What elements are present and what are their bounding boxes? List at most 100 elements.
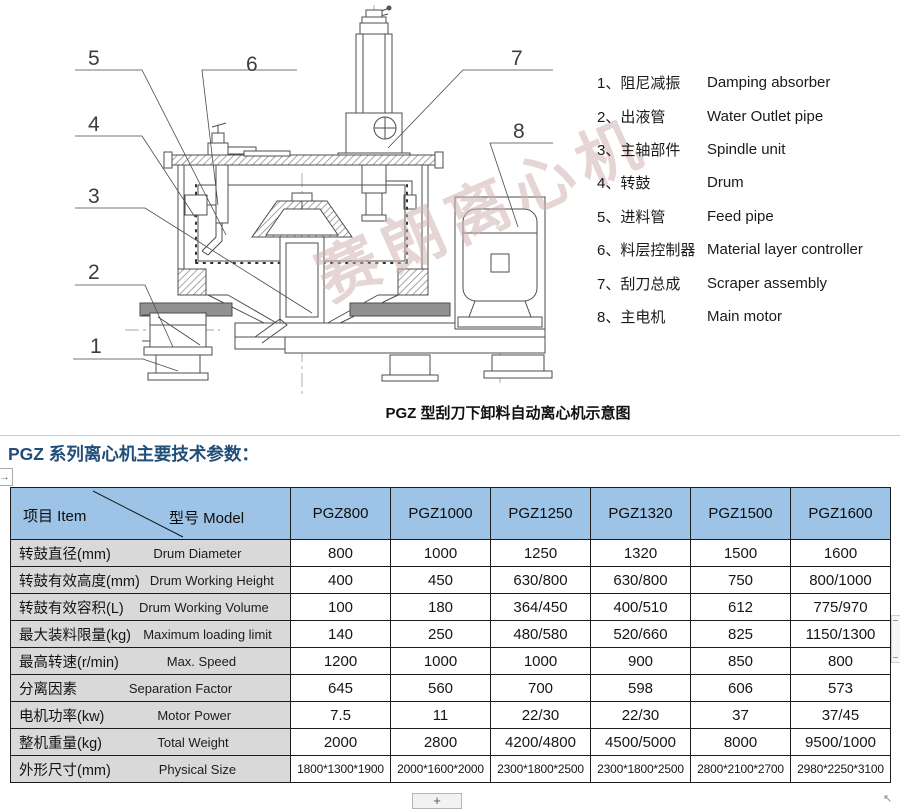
spec-cell: 775/970: [790, 593, 891, 621]
spec-cell: 2800*2100*2700: [690, 755, 791, 783]
spec-cell: 612: [690, 593, 791, 621]
legend-num: 6、: [597, 242, 621, 260]
spec-row-physical-size: 外形尺寸(mm) Physical Size 1800*1300*1900 200…: [10, 755, 891, 783]
spec-row-motor-power: 电机功率(kw) Motor Power 7.5 11 22/30 22/30 3…: [10, 701, 891, 729]
row-label: 整机重量(kg) Total Weight: [10, 728, 291, 756]
spec-cell: 900: [590, 647, 691, 675]
scrollbar-notch-top: [893, 620, 898, 621]
outer-casing: [177, 165, 429, 326]
legend-en: Drum: [707, 174, 744, 192]
legend-cn: 转鼓: [620, 175, 651, 193]
base-frame: [234, 318, 553, 382]
callout-8: 8: [513, 120, 525, 143]
spec-cell: 520/660: [590, 620, 691, 648]
spec-cell: 250: [390, 620, 491, 648]
model-col-header: PGZ1600: [790, 487, 891, 540]
model-col-header: PGZ1320: [590, 487, 691, 540]
spec-row-separation-factor: 分离因素 Separation Factor 645 560 700 598 60…: [10, 674, 891, 702]
diagram-caption: PGZ 型刮刀下卸料自动离心机示意图: [385, 405, 631, 422]
spec-cell: 1000: [390, 539, 491, 567]
spec-cell: 140: [290, 620, 391, 648]
model-col-header: PGZ1250: [490, 487, 591, 540]
feed-pipe-assembly: [184, 122, 291, 256]
legend-item-5: 5、进料管 Feed pipe: [597, 200, 892, 233]
spec-cell: 180: [390, 593, 491, 621]
spec-row-max-speed: 最高转速(r/min) Max. Speed 1200 1000 1000 900…: [10, 647, 891, 675]
spec-row-max-loading: 最大装料限量(kg) Maximum loading limit 140 250 …: [10, 620, 891, 648]
spec-cell: 2800: [390, 728, 491, 756]
spec-cell: 800/1000: [790, 566, 891, 594]
spec-row-working-volume: 转鼓有效容积(L) Drum Working Volume 100 180 364…: [10, 593, 891, 621]
spec-cell: 630/800: [490, 566, 591, 594]
centrifuge-diagram: 5 6 7 8 4 3 2 1: [73, 5, 553, 395]
legend-en: Material layer controller: [707, 241, 863, 259]
model-col-header: PGZ1000: [390, 487, 491, 540]
spec-cell: 11: [390, 701, 491, 729]
legend-num: 2、: [597, 108, 621, 126]
spec-cell: 22/30: [590, 701, 691, 729]
row-label: 转鼓有效高度(mm) Drum Working Height: [10, 566, 291, 594]
spec-cell: 825: [690, 620, 791, 648]
callout-2: 2: [88, 261, 100, 284]
spec-cell: 2300*1800*2500: [490, 755, 591, 783]
main-motor: [454, 196, 546, 330]
spec-cell: 1500: [690, 539, 791, 567]
spec-cell: 1000: [490, 647, 591, 675]
spec-row-working-height: 转鼓有效高度(mm) Drum Working Height 400 450 63…: [10, 566, 891, 594]
item-model-header-cell: 项目 Item 型号 Model: [10, 487, 291, 540]
callout-5: 5: [88, 47, 100, 70]
legend-num: 1、: [597, 75, 621, 93]
header-row: 项目 Item 型号 Model PGZ800 PGZ1000 PGZ1250 …: [10, 487, 891, 540]
callout-1: 1: [90, 335, 102, 358]
legend-num: 5、: [597, 208, 621, 226]
model-col-header: PGZ1500: [690, 487, 791, 540]
resize-handle-icon[interactable]: ↖: [883, 793, 893, 805]
spec-cell: 1800*1300*1900: [290, 755, 391, 783]
row-label: 转鼓有效容积(L) Drum Working Volume: [10, 593, 291, 621]
spec-cell: 480/580: [490, 620, 591, 648]
callout-3: 3: [88, 185, 100, 208]
leader-lines: [73, 69, 553, 372]
parts-legend: 1、阻尼减振 Damping absorber 2、出液管 Water Outl…: [597, 66, 892, 333]
outlet-and-damper: [142, 312, 213, 381]
legend-en: Feed pipe: [707, 207, 774, 225]
spec-cell: 7.5: [290, 701, 391, 729]
legend-cn: 主电机: [620, 308, 666, 326]
row-label: 最大装料限量(kg) Maximum loading limit: [10, 620, 291, 648]
section-heading: PGZ 系列离心机主要技术参数：: [8, 444, 259, 464]
spec-cell: 1320: [590, 539, 691, 567]
legend-item-8: 8、主电机 Main motor: [597, 300, 892, 333]
spec-cell: 700: [490, 674, 591, 702]
legend-num: 8、: [597, 308, 621, 326]
spec-cell: 2980*2250*3100: [790, 755, 891, 783]
spec-cell: 850: [690, 647, 791, 675]
spec-cell: 2000*1600*2000: [390, 755, 491, 783]
callout-6: 6: [246, 53, 258, 76]
scrollbar-notch-bottom: [893, 657, 898, 658]
legend-cn: 阻尼减振: [620, 75, 681, 93]
spec-cell: 8000: [690, 728, 791, 756]
spec-cell: 450: [390, 566, 491, 594]
row-label: 最高转速(r/min) Max. Speed: [10, 647, 291, 675]
spec-cell: 2300*1800*2500: [590, 755, 691, 783]
spec-cell: 400: [290, 566, 391, 594]
legend-cn: 料层控制器: [620, 242, 696, 260]
legend-item-1: 1、阻尼减振 Damping absorber: [597, 66, 892, 99]
spec-cell: 1150/1300: [790, 620, 891, 648]
anchor-arrow-icon[interactable]: →: [0, 468, 13, 486]
row-label: 转鼓直径(mm) Drum Diameter: [10, 539, 291, 567]
casing-lid: [163, 151, 444, 169]
spec-cell: 2000: [290, 728, 391, 756]
row-label: 分离因素 Separation Factor: [10, 674, 291, 702]
spec-cell: 37/45: [790, 701, 891, 729]
legend-item-6: 6、料层控制器 Material layer controller: [597, 233, 892, 266]
legend-item-7: 7、刮刀总成 Scraper assembly: [597, 266, 892, 299]
vertical-scrollbar[interactable]: [891, 615, 900, 663]
spec-cell: 100: [290, 593, 391, 621]
insert-row-button[interactable]: +: [412, 793, 462, 809]
callout-4: 4: [88, 113, 100, 136]
spec-cell: 1000: [390, 647, 491, 675]
legend-item-4: 4、转鼓 Drum: [597, 166, 892, 199]
legend-en: Water Outlet pipe: [707, 107, 824, 125]
spec-cell: 750: [690, 566, 791, 594]
